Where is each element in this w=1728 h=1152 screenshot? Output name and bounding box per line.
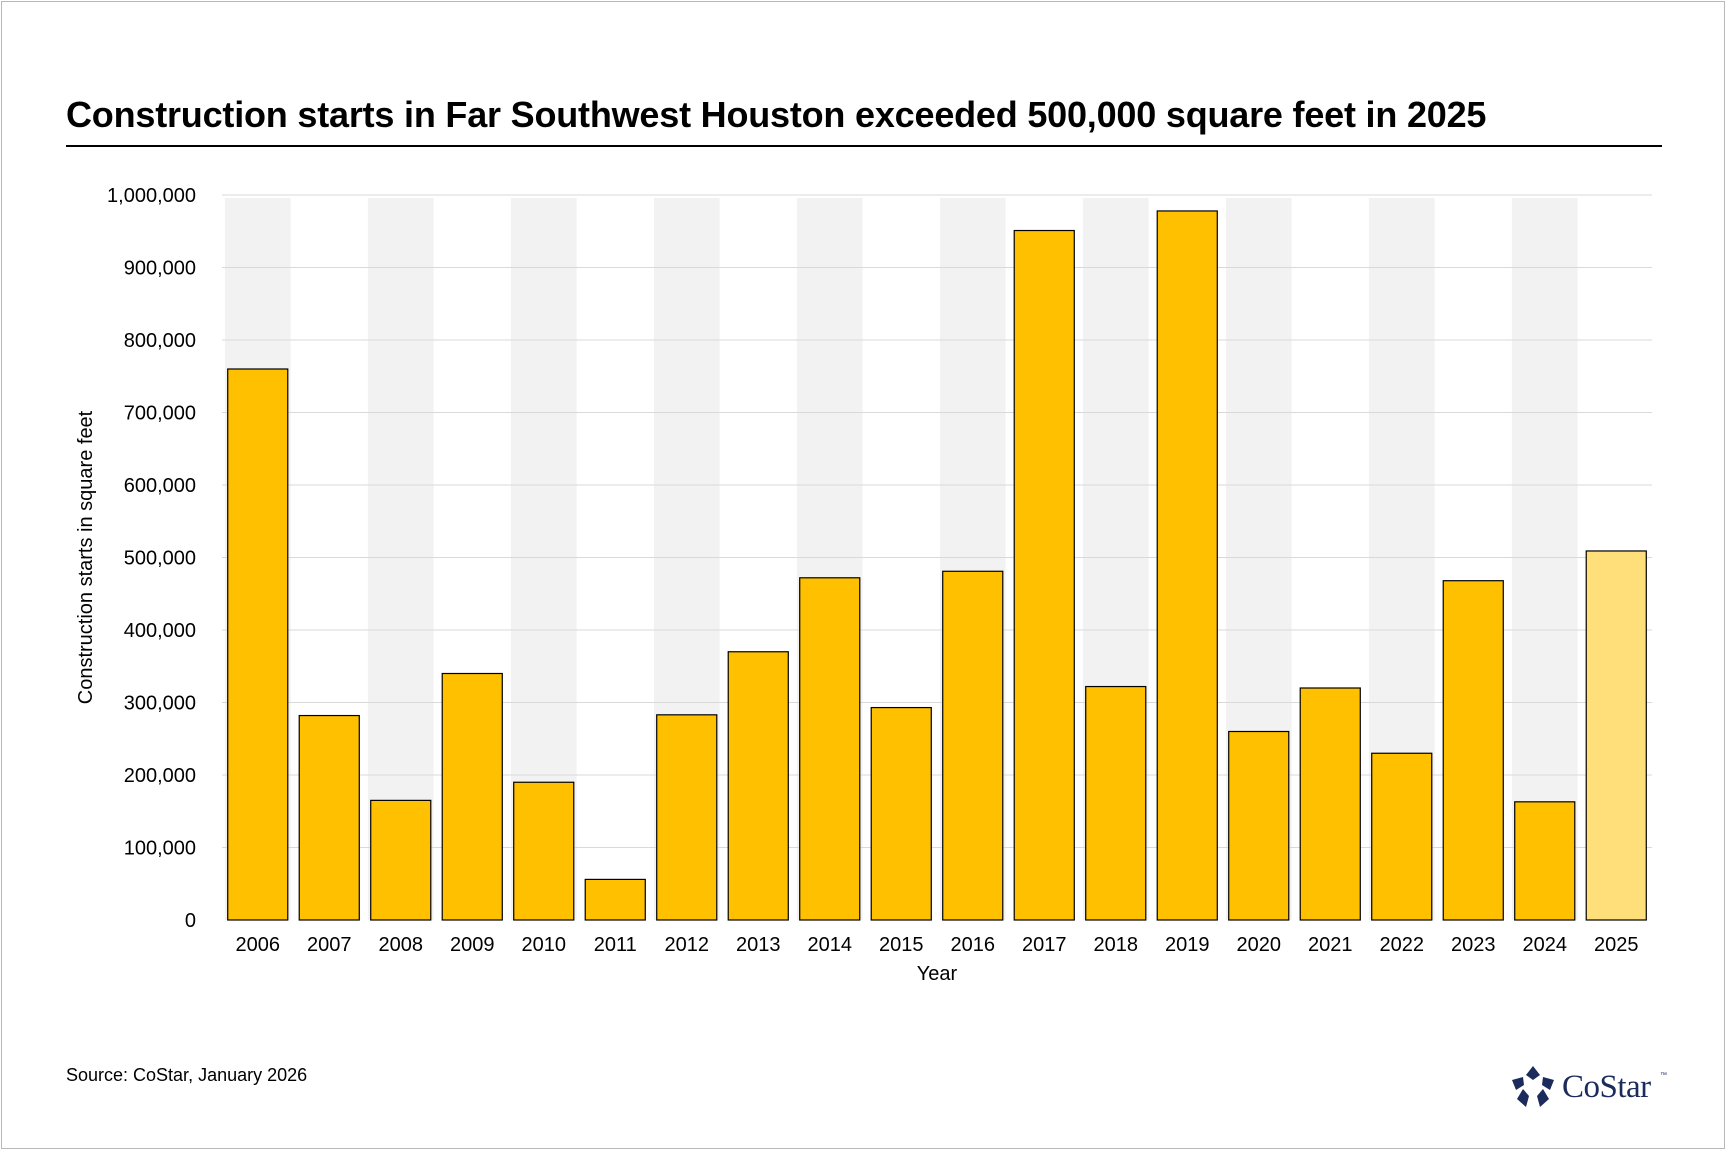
x-tick-label: 2008 <box>379 934 424 956</box>
bar-2009 <box>441 672 503 921</box>
bar-2020 <box>1228 730 1290 921</box>
costar-star-icon <box>1512 1066 1554 1107</box>
bar-2011 <box>584 878 646 921</box>
title-divider <box>66 145 1662 147</box>
x-tick-label: 2013 <box>736 934 781 956</box>
bar-2018 <box>1085 685 1147 921</box>
x-tick-label: 2023 <box>1451 934 1496 956</box>
x-tick-label: 2014 <box>808 934 853 956</box>
y-tick-label: 0 <box>185 910 196 932</box>
bar-2014 <box>799 577 861 921</box>
y-axis-title: Construction starts in square feet <box>75 410 97 704</box>
bar-2024 <box>1514 801 1576 921</box>
y-tick-label: 1,000,000 <box>107 185 196 207</box>
bar-2008 <box>370 799 432 921</box>
chart-title: Construction starts in Far Southwest Hou… <box>66 94 1487 135</box>
y-tick-label: 900,000 <box>124 258 196 280</box>
bar-2007 <box>298 714 360 921</box>
x-tick-label: 2016 <box>951 934 996 956</box>
x-axis-title: Year <box>917 963 958 985</box>
x-tick-label: 2025 <box>1594 934 1639 956</box>
y-tick-label: 100,000 <box>124 838 196 860</box>
logo-wordmark: CoStar <box>1562 1069 1651 1105</box>
bar-2021 <box>1299 687 1361 921</box>
y-tick-label: 500,000 <box>124 548 196 570</box>
background-band <box>1511 198 1578 920</box>
x-tick-label: 2020 <box>1237 934 1282 956</box>
y-tick-label: 400,000 <box>124 620 196 642</box>
x-tick-label: 2022 <box>1380 934 1425 956</box>
bar-2013 <box>727 651 789 921</box>
bar-2022 <box>1371 752 1433 921</box>
x-tick-label: 2012 <box>665 934 710 956</box>
logo-trademark: ™ <box>1660 1072 1667 1079</box>
y-tick-label: 700,000 <box>124 403 196 425</box>
y-tick-label: 600,000 <box>124 475 196 497</box>
background-band <box>367 198 434 920</box>
y-tick-label: 200,000 <box>124 765 196 787</box>
bar-2012 <box>656 714 718 921</box>
bar-2017 <box>1013 229 1075 921</box>
x-tick-label: 2018 <box>1094 934 1139 956</box>
y-tick-label: 800,000 <box>124 330 196 352</box>
bar-2010 <box>513 781 575 921</box>
y-tick-label: 300,000 <box>124 693 196 715</box>
x-tick-label: 2011 <box>594 934 637 956</box>
x-tick-label: 2019 <box>1165 934 1210 956</box>
x-tick-label: 2017 <box>1022 934 1067 956</box>
bar-2016 <box>942 570 1004 921</box>
x-tick-label: 2007 <box>307 934 352 956</box>
x-tick-label: 2021 <box>1308 934 1353 956</box>
x-tick-label: 2006 <box>236 934 281 956</box>
x-tick-label: 2009 <box>450 934 495 956</box>
x-tick-label: 2015 <box>879 934 924 956</box>
source-note: Source: CoStar, January 2026 <box>66 1065 308 1085</box>
x-tick-label: 2010 <box>522 934 567 956</box>
x-tick-label: 2024 <box>1523 934 1568 956</box>
bar-2025 <box>1585 550 1647 921</box>
bar-2023 <box>1442 580 1504 921</box>
costar-logo: CoStar ™ <box>1510 1062 1667 1114</box>
bar-2019 <box>1156 210 1218 921</box>
bar-2015 <box>870 706 932 921</box>
bar-2006 <box>227 368 289 921</box>
